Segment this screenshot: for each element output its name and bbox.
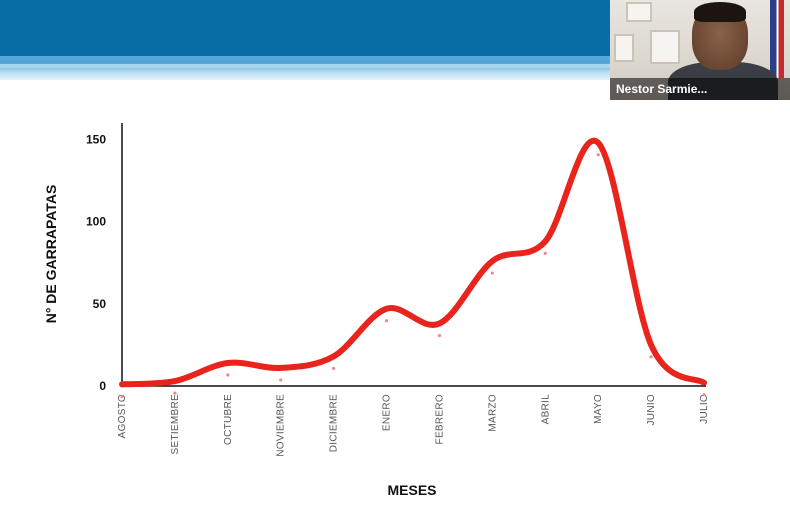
- x-axis-label: MESES: [387, 482, 436, 498]
- chart-point-markers: [120, 153, 706, 398]
- x-tick-label: SETIEMBRE: [170, 394, 181, 455]
- x-tick-label: MARZO: [487, 394, 498, 432]
- banner-stripe: [0, 56, 610, 61]
- banner-stripe-light: [0, 64, 610, 68]
- chart-series: [119, 137, 707, 388]
- x-tick-label: OCTUBRE: [223, 394, 234, 445]
- data-point: [437, 333, 442, 338]
- series-line: [119, 137, 707, 388]
- y-tick-labels: 0 50 100 150: [86, 132, 106, 393]
- x-tick-label: FEBRERO: [434, 394, 445, 444]
- data-point: [120, 394, 124, 398]
- data-point: [596, 153, 600, 157]
- data-point: [279, 378, 283, 382]
- participant-name-tag: Nestor Sarmie...: [610, 78, 790, 100]
- x-tick-label: AGOSTO: [117, 394, 128, 438]
- participant-hair: [694, 2, 746, 22]
- x-tick-label: JULIO: [699, 394, 710, 424]
- wall-picture-frame: [614, 34, 634, 62]
- x-tick-label: ENERO: [382, 394, 393, 431]
- y-tick-label: 50: [93, 297, 107, 311]
- y-tick-label: 0: [99, 379, 106, 393]
- wall-picture-frame: [626, 2, 652, 22]
- data-point: [332, 366, 336, 371]
- flag-icon: [770, 0, 784, 78]
- chart-axes: [121, 123, 706, 387]
- x-tick-label: NOVIEMBRE: [276, 394, 287, 457]
- x-tick-label: JUNIO: [646, 394, 657, 426]
- x-tick-label: ABRIL: [540, 394, 551, 425]
- x-tick-labels: AGOSTO SETIEMBRE OCTUBRE NOVIEMBRE DICIEMBRE…: [117, 394, 710, 457]
- data-point: [702, 393, 706, 397]
- y-tick-label: 100: [86, 215, 106, 229]
- data-point: [384, 319, 389, 323]
- data-point: [226, 373, 230, 377]
- data-point: [490, 271, 494, 275]
- header-banner: [0, 0, 610, 80]
- y-tick-label: 150: [86, 132, 106, 146]
- wall-picture-frame: [650, 30, 680, 64]
- x-tick-label: DICIEMBRE: [329, 394, 340, 452]
- data-point: [543, 251, 547, 255]
- data-point: [173, 391, 177, 395]
- y-axis-label: N° DE GARRAPATAS: [43, 185, 59, 324]
- data-point: [649, 355, 653, 359]
- webcam-video-tile[interactable]: Nestor Sarmie...: [610, 0, 790, 100]
- x-tick-label: MAYO: [593, 394, 604, 424]
